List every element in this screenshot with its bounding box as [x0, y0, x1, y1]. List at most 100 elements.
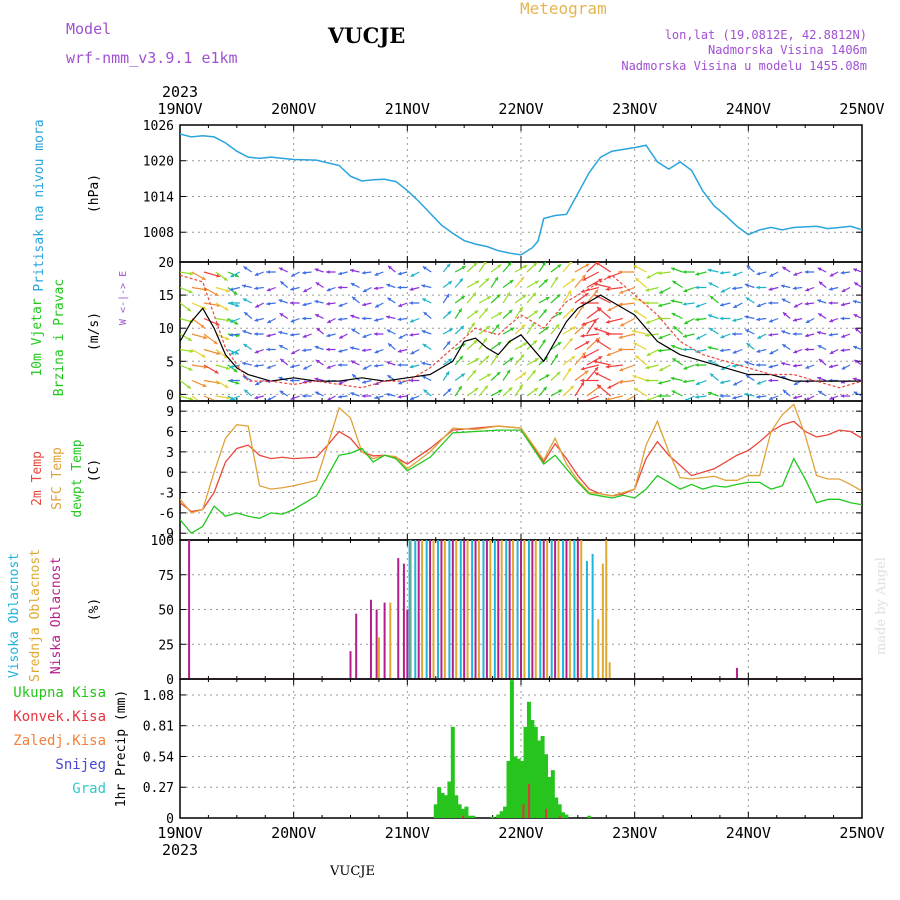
wind-arrow-head [279, 345, 284, 349]
precip-bar [547, 776, 552, 818]
wind-arrow-head [720, 380, 724, 385]
cloud-bar [489, 540, 492, 679]
wind-arrow-head [475, 280, 480, 285]
bottom-year-label: 2023 [162, 841, 198, 859]
series-line-sfc-temp [180, 403, 862, 514]
wind-arrow-head [557, 341, 562, 346]
wind-arrow-head [483, 338, 487, 343]
credit-watermark: made by Angel [874, 557, 889, 655]
wind-arrow-head [214, 292, 219, 296]
precip-bar [471, 815, 476, 818]
wind-arrow-head [350, 283, 355, 287]
wind-arrow-head [769, 350, 774, 355]
wind-arrow-head [554, 276, 558, 281]
wind-arrow-head [852, 377, 857, 382]
wind-arrow-head [375, 304, 380, 308]
cloud-bar [425, 540, 428, 679]
series-line-brzina [180, 294, 862, 382]
wind-arrow-head [544, 326, 549, 331]
wind-arrow-head [302, 302, 307, 307]
cloud-bar [493, 540, 496, 679]
wind-arrow-head [683, 366, 688, 370]
wind-arrow-head [818, 281, 823, 286]
wind-arrow-head [242, 298, 247, 302]
wind-arrow-head [254, 363, 258, 368]
wind-arrow-head [475, 358, 480, 362]
cloud-bar [448, 540, 451, 679]
precip-bar [537, 740, 542, 818]
time-label-bottom: 25NOV [839, 824, 884, 842]
y-tick-label: 100 [151, 534, 174, 549]
wind-arrow-head [494, 276, 499, 281]
wind-arrow-head [410, 318, 414, 323]
wind-arrow-head [793, 304, 798, 308]
wind-arrow-head [645, 365, 650, 370]
series-line-dewpt-temp [180, 429, 862, 535]
wind-arrow-head [374, 318, 379, 322]
precip-bar [587, 815, 592, 818]
wind-arrow-head [733, 304, 738, 308]
wind-arrow-head [632, 374, 637, 379]
y-tick-label: 0 [166, 812, 174, 827]
wind-arrow-head [485, 278, 490, 283]
wind-arrow-head [570, 385, 574, 390]
y-tick-label: 0.27 [143, 781, 174, 796]
series-line-udar [180, 274, 862, 389]
cloud-bar [389, 602, 392, 679]
wind-arrow-head [659, 290, 664, 294]
wind-arrow-head [278, 330, 283, 335]
wind-arrow-head [543, 309, 547, 314]
wind-arrow-head [302, 270, 306, 275]
wind-arrow-head [543, 386, 547, 391]
plot-area [180, 540, 862, 679]
wind-arrow-head [769, 318, 773, 323]
wind-arrow-head [597, 384, 601, 389]
cloud-bar [512, 540, 515, 679]
wind-arrow-head [458, 308, 462, 313]
wind-arrow-head [744, 283, 749, 288]
wind-arrow-head [186, 307, 191, 312]
y-tick-label: 0.81 [143, 720, 174, 735]
wind-arrow-head [792, 363, 797, 368]
wind-arrow-head [558, 389, 563, 394]
wind-arrow-head [223, 354, 228, 359]
wind-arrow-head [606, 319, 610, 324]
wind-arrow-head [229, 287, 234, 292]
wind-arrow-head [829, 396, 834, 400]
precip-bar [437, 787, 442, 818]
wind-arrow-head [201, 353, 206, 358]
cloud-bar [608, 662, 611, 679]
precip-bar [457, 804, 462, 818]
wind-arrow-head [618, 270, 622, 274]
y-unit-label: (m/s) [87, 312, 102, 351]
wind-arrow-head [853, 391, 858, 396]
wind-arrow-head [829, 273, 834, 277]
wind-arrow-head [314, 377, 319, 382]
cloud-bar [355, 613, 358, 679]
wind-arrow-head [203, 335, 208, 340]
precip-legend-entry: Snijeg [55, 757, 106, 773]
wind-arrow-head [598, 278, 603, 283]
wind-arrow-head [780, 361, 785, 366]
wind-arrow-head [473, 262, 478, 267]
wind-arrow-head [556, 371, 561, 376]
wind-arrow-head [646, 274, 651, 279]
wind-arrow-head [619, 367, 624, 372]
wind-arrow-head [671, 267, 676, 271]
wind-arrow-head [388, 265, 392, 270]
wind-arrow-head [254, 332, 258, 336]
wind-arrow-head [659, 367, 664, 371]
wind-arrow-head [303, 366, 308, 370]
wind-arrow-head [645, 301, 649, 305]
wind-arrow-head [230, 273, 235, 277]
wind-arrow-head [485, 355, 490, 360]
wind-arrow-head [531, 370, 536, 375]
wind-arrow-head [495, 324, 500, 329]
wind-arrow-head [670, 376, 675, 381]
wind-arrow-head [339, 335, 344, 339]
precip-bar [503, 806, 508, 818]
wind-arrow-head [708, 282, 713, 286]
wind-arrow-head [422, 266, 427, 270]
cloud-bar [349, 651, 352, 679]
